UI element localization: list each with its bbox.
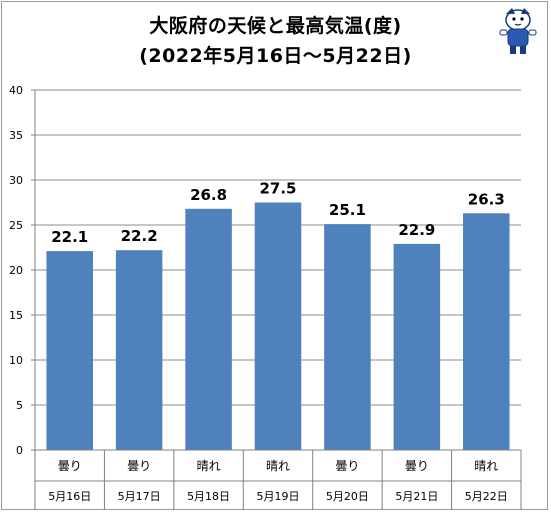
y-tick-label: 10: [9, 354, 23, 367]
data-label: 22.2: [121, 227, 158, 245]
data-label: 26.3: [468, 190, 505, 208]
bar: [324, 224, 371, 450]
y-tick-label: 40: [9, 84, 23, 97]
date-label: 5月20日: [326, 490, 369, 503]
bar: [115, 250, 163, 450]
bar: [185, 208, 232, 450]
date-label: 5月21日: [395, 490, 438, 503]
chart-title: 大阪府の天候と最高気温(度): [149, 15, 402, 37]
weather-label: 晴れ: [266, 459, 290, 473]
y-tick-label: 30: [9, 174, 23, 187]
mascot-illustration: [499, 8, 537, 54]
date-label: 5月17日: [118, 490, 161, 503]
date-label: 5月19日: [257, 490, 300, 503]
bar: [46, 251, 93, 450]
weather-label: 晴れ: [197, 459, 221, 473]
data-label: 27.5: [259, 180, 296, 198]
bar: [254, 202, 302, 450]
weather-label: 曇り: [127, 459, 151, 473]
data-label: 22.1: [51, 228, 88, 246]
bar: [393, 243, 441, 450]
chart-subtitle: (2022年5月16日～5月22日): [139, 45, 412, 67]
y-tick-label: 20: [9, 264, 23, 277]
weather-label: 晴れ: [474, 459, 498, 473]
data-label: 25.1: [329, 201, 366, 219]
y-tick-label: 25: [9, 219, 23, 232]
y-tick-label: 0: [16, 444, 23, 457]
y-tick-label: 35: [9, 129, 23, 142]
data-label: 22.9: [398, 221, 435, 239]
weather-label: 曇り: [58, 459, 82, 473]
weather-label: 曇り: [335, 459, 359, 473]
date-label: 5月18日: [187, 490, 230, 503]
date-label: 5月22日: [465, 490, 508, 503]
data-label: 26.8: [190, 186, 227, 204]
weather-label: 曇り: [405, 459, 429, 473]
y-tick-label: 5: [16, 399, 23, 412]
bar: [463, 213, 510, 450]
date-label: 5月16日: [48, 490, 91, 503]
y-tick-label: 15: [9, 309, 23, 322]
